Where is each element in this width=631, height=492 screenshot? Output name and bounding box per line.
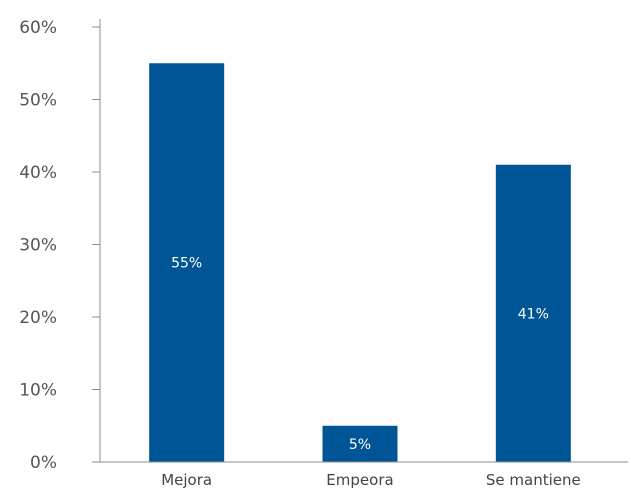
x-category-label: Mejora xyxy=(161,471,212,489)
x-category-label: Se mantiene xyxy=(486,471,581,489)
data-label: 5% xyxy=(349,437,371,453)
bars: 55% 5% 41% xyxy=(149,63,571,462)
y-tick-label: 40% xyxy=(19,163,57,183)
bar-empeora xyxy=(322,425,398,462)
y-tick-label: 30% xyxy=(19,236,57,256)
bar-mejora xyxy=(149,63,225,462)
data-label: 41% xyxy=(518,306,549,322)
x-category-label: Empeora xyxy=(326,471,393,489)
y-axis: 0% 10% 20% 30% 40% 50% 60% xyxy=(19,18,101,473)
bar-se-mantiene xyxy=(495,164,571,462)
data-label: 55% xyxy=(171,256,202,272)
x-axis: Mejora Empeora Se mantiene xyxy=(92,461,628,489)
y-tick-label: 60% xyxy=(19,18,57,38)
y-tick-label: 10% xyxy=(19,381,57,401)
y-tick-label: 0% xyxy=(30,453,57,473)
y-tick-label: 20% xyxy=(19,308,57,328)
y-tick-label: 50% xyxy=(19,91,57,111)
